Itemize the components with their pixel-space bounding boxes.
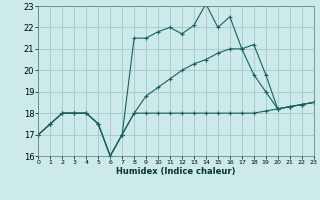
X-axis label: Humidex (Indice chaleur): Humidex (Indice chaleur) bbox=[116, 167, 236, 176]
